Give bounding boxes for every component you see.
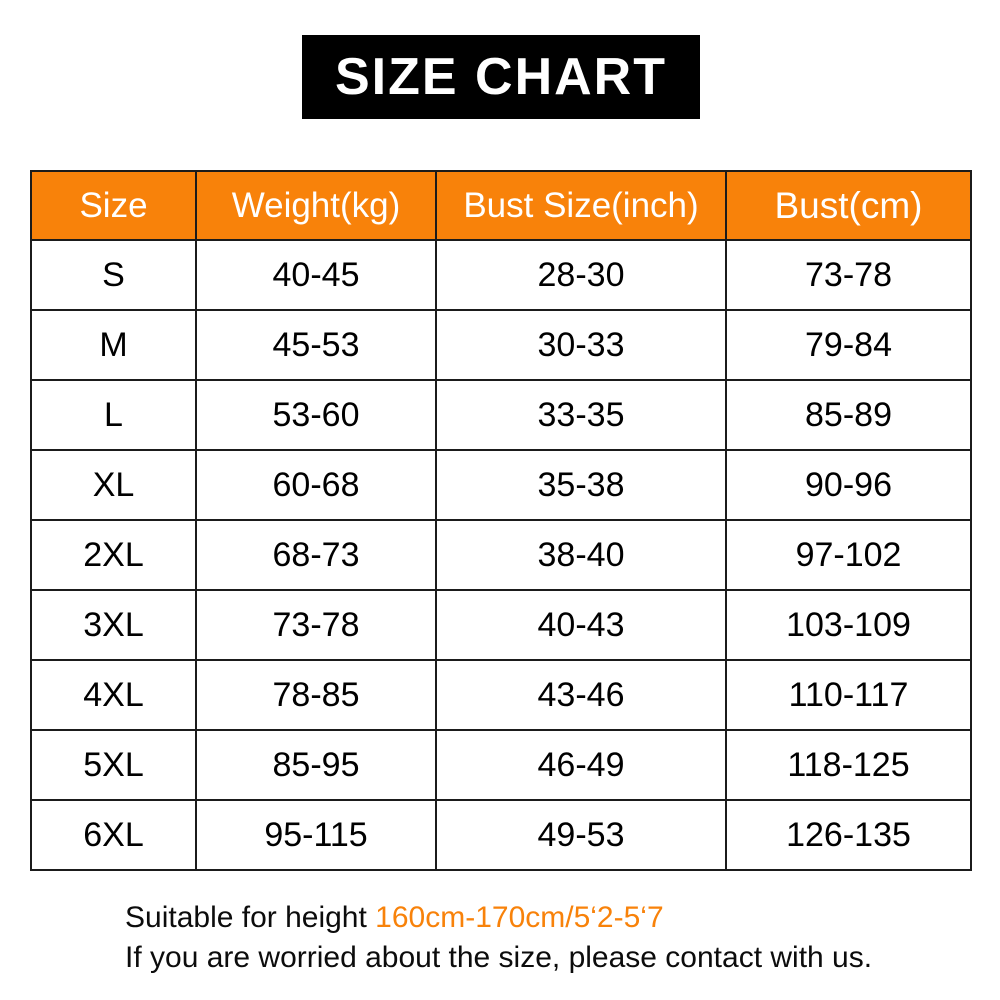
table-row: XL 60-68 35-38 90-96 [30, 449, 972, 521]
cell-bust-inch: 35-38 [435, 449, 727, 521]
title-banner: SIZE CHART [302, 35, 700, 119]
cell-bust-inch: 49-53 [435, 799, 727, 871]
cell-bust-inch: 43-46 [435, 659, 727, 731]
cell-bust-inch: 28-30 [435, 239, 727, 311]
table-row: S 40-45 28-30 73-78 [30, 239, 972, 311]
footer-line-contact: If you are worried about the size, pleas… [125, 941, 873, 974]
cell-weight: 60-68 [195, 449, 437, 521]
cell-size: L [30, 379, 197, 451]
table-row: 5XL 85-95 46-49 118-125 [30, 729, 972, 801]
size-chart-table: Size Weight(kg) Bust Size(inch) Bust(cm)… [30, 170, 972, 871]
column-header-weight-kg: Weight(kg) [195, 170, 437, 241]
cell-bust-cm: 90-96 [725, 449, 972, 521]
cell-size: 3XL [30, 589, 197, 661]
cell-weight: 85-95 [195, 729, 437, 801]
cell-bust-cm: 126-135 [725, 799, 972, 871]
cell-weight: 73-78 [195, 589, 437, 661]
cell-bust-inch: 30-33 [435, 309, 727, 381]
cell-bust-cm: 103-109 [725, 589, 972, 661]
table-row: 6XL 95-115 49-53 126-135 [30, 799, 972, 871]
cell-bust-inch: 40-43 [435, 589, 727, 661]
cell-weight: 78-85 [195, 659, 437, 731]
cell-weight: 68-73 [195, 519, 437, 591]
column-header-bust-inch: Bust Size(inch) [435, 170, 727, 241]
column-header-bust-cm: Bust(cm) [725, 170, 972, 241]
cell-weight: 53-60 [195, 379, 437, 451]
table-row: 2XL 68-73 38-40 97-102 [30, 519, 972, 591]
footer-height-range: 160cm-170cm/5‘2-5‘7 [375, 901, 664, 934]
cell-size: XL [30, 449, 197, 521]
cell-size: S [30, 239, 197, 311]
table-row: 4XL 78-85 43-46 110-117 [30, 659, 972, 731]
cell-bust-cm: 110-117 [725, 659, 972, 731]
cell-size: 4XL [30, 659, 197, 731]
table-header-row: Size Weight(kg) Bust Size(inch) Bust(cm) [30, 170, 972, 241]
table-row: M 45-53 30-33 79-84 [30, 309, 972, 381]
cell-size: M [30, 309, 197, 381]
cell-weight: 95-115 [195, 799, 437, 871]
table-row: 3XL 73-78 40-43 103-109 [30, 589, 972, 661]
cell-weight: 45-53 [195, 309, 437, 381]
cell-bust-inch: 33-35 [435, 379, 727, 451]
cell-bust-cm: 85-89 [725, 379, 972, 451]
cell-bust-cm: 118-125 [725, 729, 972, 801]
cell-size: 5XL [30, 729, 197, 801]
cell-bust-cm: 73-78 [725, 239, 972, 311]
column-header-size: Size [30, 170, 197, 241]
cell-bust-inch: 46-49 [435, 729, 727, 801]
page-title: SIZE CHART [335, 48, 667, 106]
table-row: L 53-60 33-35 85-89 [30, 379, 972, 451]
cell-size: 2XL [30, 519, 197, 591]
footer-note: Suitable for height 160cm-170cm/5‘2-5‘7 … [125, 898, 872, 978]
cell-bust-inch: 38-40 [435, 519, 727, 591]
footer-height-prefix: Suitable for height [125, 901, 376, 934]
cell-bust-cm: 97-102 [725, 519, 972, 591]
cell-weight: 40-45 [195, 239, 437, 311]
cell-size: 6XL [30, 799, 197, 871]
footer-line-height: Suitable for height 160cm-170cm/5‘2-5‘7 [125, 898, 872, 938]
cell-bust-cm: 79-84 [725, 309, 972, 381]
